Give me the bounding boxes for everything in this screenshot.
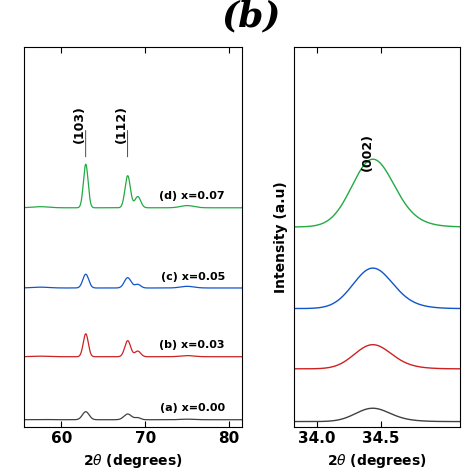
- Text: 2$\theta$ (degrees): 2$\theta$ (degrees): [327, 452, 427, 470]
- Text: (b): (b): [221, 0, 281, 33]
- Text: (a) x=0.00: (a) x=0.00: [160, 403, 225, 413]
- Text: (112): (112): [115, 105, 128, 143]
- Text: (002): (002): [361, 133, 374, 171]
- Text: (d) x=0.07: (d) x=0.07: [159, 191, 225, 201]
- Y-axis label: Intensity (a.u): Intensity (a.u): [274, 181, 288, 293]
- Text: (b) x=0.03: (b) x=0.03: [159, 340, 225, 350]
- Text: 2$\theta$ (degrees): 2$\theta$ (degrees): [83, 452, 182, 470]
- Text: (103): (103): [73, 105, 86, 143]
- Text: (c) x=0.05: (c) x=0.05: [161, 272, 225, 282]
